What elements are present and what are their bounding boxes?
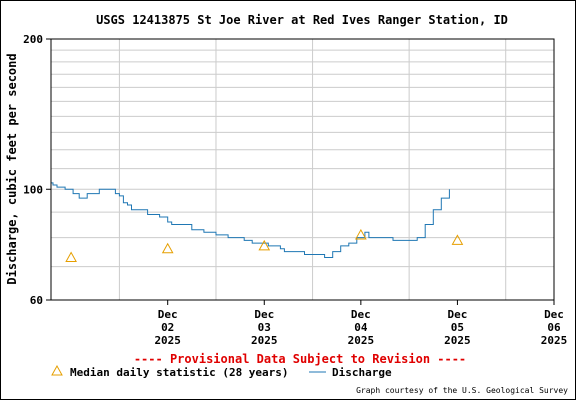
y-axis-label: Discharge, cubic feet per second bbox=[5, 53, 19, 284]
x-tick-label: Dec bbox=[447, 308, 467, 321]
grid-lines bbox=[51, 38, 554, 301]
y-tick-label: 100 bbox=[23, 183, 43, 196]
x-tick-label: Dec bbox=[254, 308, 274, 321]
median-statistic-point bbox=[65, 251, 77, 262]
median-statistic-point bbox=[161, 242, 174, 254]
y-tick-label: 200 bbox=[23, 33, 43, 46]
x-tick-label: 06 bbox=[547, 321, 561, 334]
x-tick-label: 05 bbox=[451, 321, 464, 334]
x-tick-label: Dec bbox=[158, 308, 178, 321]
x-tick-label: 04 bbox=[354, 321, 368, 334]
x-tick-label: 2025 bbox=[444, 334, 471, 347]
x-axis: Dec022025Dec032025Dec042025Dec052025Dec0… bbox=[154, 300, 567, 347]
plot-area bbox=[51, 182, 464, 262]
provisional-note: ---- Provisional Data Subject to Revisio… bbox=[134, 352, 466, 366]
median-statistic-point bbox=[354, 228, 367, 240]
credit-text: Graph courtesy of the U.S. Geological Su… bbox=[356, 386, 568, 395]
y-tick-label: 60 bbox=[30, 294, 43, 307]
x-tick-label: 2025 bbox=[154, 334, 181, 347]
legend-median-label: Median daily statistic (28 years) bbox=[70, 366, 289, 379]
legend-discharge-label: Discharge bbox=[332, 366, 392, 379]
x-tick-label: Dec bbox=[351, 308, 371, 321]
x-tick-label: 02 bbox=[161, 321, 174, 334]
x-tick-label: 03 bbox=[258, 321, 271, 334]
median-statistic-point bbox=[451, 234, 464, 245]
y-axis: 200 100 60 bbox=[23, 33, 51, 307]
x-tick-label: Dec bbox=[544, 308, 564, 321]
chart-title: USGS 12413875 St Joe River at Red Ives R… bbox=[96, 13, 508, 27]
legend: Median daily statistic (28 years) Dischar… bbox=[51, 364, 392, 379]
median-statistic-point bbox=[258, 239, 271, 251]
plot-border bbox=[50, 38, 555, 301]
x-tick-label: 2025 bbox=[348, 334, 375, 347]
legend-median-marker bbox=[51, 364, 63, 376]
x-tick-label: 2025 bbox=[541, 334, 568, 347]
x-tick-label: 2025 bbox=[251, 334, 278, 347]
discharge-series-line bbox=[51, 182, 450, 258]
